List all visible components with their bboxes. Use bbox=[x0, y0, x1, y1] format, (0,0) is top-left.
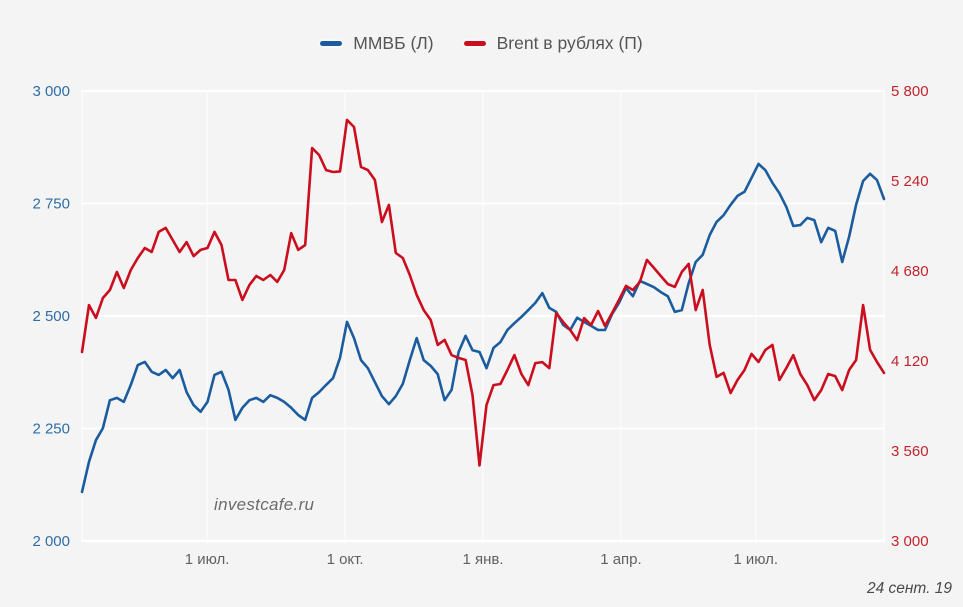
legend-item-mmvb[interactable]: ММВБ (Л) bbox=[320, 33, 434, 54]
x-axis-label: 1 апр. bbox=[600, 551, 641, 568]
right-axis-tick-label: 3 560 bbox=[891, 443, 929, 460]
brent-series-label: Brent в рублях (П) bbox=[496, 33, 643, 53]
right-axis-tick-label: 4 680 bbox=[891, 263, 929, 280]
watermark: investcafe.ru bbox=[214, 495, 315, 514]
horizontal-gridlines bbox=[82, 90, 884, 543]
x-axis-label: 1 июл. bbox=[185, 551, 230, 568]
mmvb-series-swatch-icon bbox=[320, 41, 343, 46]
left-axis-tick-label: 3 000 bbox=[32, 83, 70, 100]
brent-series-line bbox=[80, 118, 886, 467]
x-axis-labels: 1 июл. 1 окт. 1 янв. 1 апр. 1 июл. bbox=[185, 551, 778, 568]
left-axis-tick-label: 2 250 bbox=[32, 421, 70, 438]
right-axis-tick-label: 3 000 bbox=[891, 533, 929, 550]
mmvb-series-label: ММВБ (Л) bbox=[353, 33, 434, 53]
legend: ММВБ (Л) Brent в рублях (П) bbox=[0, 33, 963, 54]
mmvb-series-line bbox=[80, 162, 886, 494]
right-axis-tick-label: 5 240 bbox=[891, 173, 929, 190]
date-note: 24 сент. 19 bbox=[866, 580, 952, 597]
vertical-gridlines bbox=[81, 91, 885, 545]
left-axis-tick-label: 2 000 bbox=[32, 533, 70, 550]
x-axis-label: 1 янв. bbox=[462, 551, 503, 568]
left-axis-tick-label: 2 750 bbox=[32, 196, 70, 213]
right-axis-tick-label: 5 800 bbox=[891, 83, 929, 100]
series-lines bbox=[80, 118, 886, 494]
right-axis-tick-label: 4 120 bbox=[891, 353, 929, 370]
left-axis-labels: 3 000 2 750 2 500 2 250 2 000 bbox=[32, 83, 70, 550]
x-axis-label: 1 июл. bbox=[733, 551, 778, 568]
x-axis-label: 1 окт. bbox=[327, 551, 364, 568]
legend-item-brent[interactable]: Brent в рублях (П) bbox=[463, 33, 643, 54]
right-axis-labels: 5 800 5 240 4 680 4 120 3 560 3 000 bbox=[891, 83, 929, 550]
left-axis-tick-label: 2 500 bbox=[32, 308, 70, 325]
brent-series-swatch-icon bbox=[463, 41, 486, 46]
